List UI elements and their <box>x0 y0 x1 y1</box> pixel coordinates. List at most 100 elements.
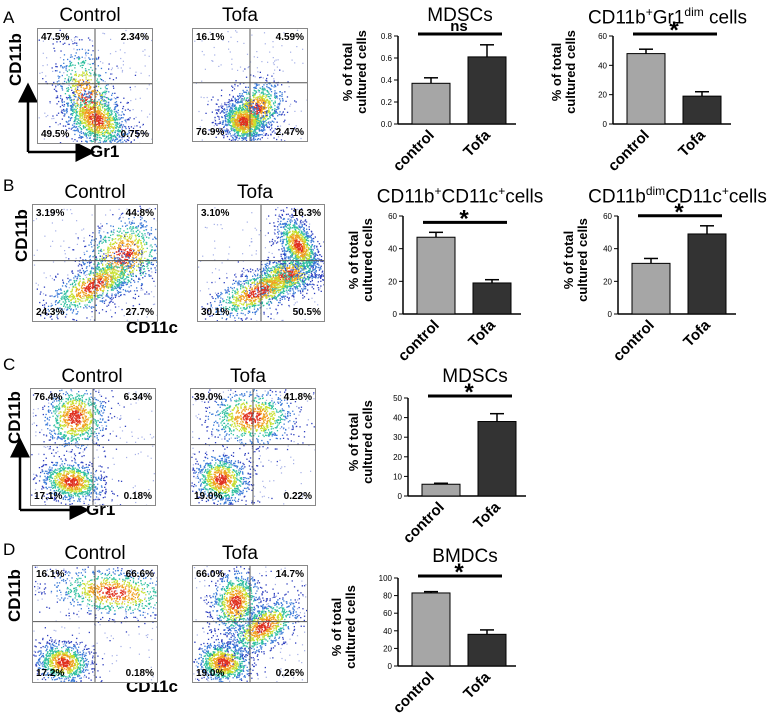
bar-control <box>631 262 671 315</box>
flow-plot-b-tofa: 3.10% 16.3% 30.1% 50.5% <box>197 204 325 322</box>
quadrant-pct-ul: 47.5% <box>41 32 70 43</box>
chart-title-d-bmdcs: BMDCs <box>432 546 498 567</box>
category-label: Tofa <box>680 316 714 350</box>
bar-tofa <box>682 95 722 125</box>
flow-title-a-control: Control <box>59 5 121 26</box>
significance-label: * <box>459 205 469 232</box>
significance-label: ns <box>450 18 468 35</box>
bar-chart-d-bmdcs: 0 20 40 60 80 100 control Tofa * <box>379 559 516 717</box>
y-tick-label: 0 <box>393 310 398 319</box>
flow-title-d-tofa: Tofa <box>222 543 258 564</box>
category-label: Tofa <box>465 316 499 350</box>
y-label-a-cd11b-gr1dim: % of total cultured cells <box>549 30 578 114</box>
flow-title-b-control: Control <box>64 182 126 203</box>
quadrant-pct-ul: 76.4% <box>34 392 63 403</box>
y-tick-label: 60 <box>383 609 392 618</box>
quadrant-pct-lr: 0.18% <box>125 668 154 679</box>
y-axis-label-b: CD11b <box>12 209 31 262</box>
category-label: control <box>390 127 438 175</box>
bar-chart-b-cd11b-cd11c: 0 20 40 60 control Tofa * <box>388 205 521 365</box>
y-tick-label: 40 <box>383 627 392 636</box>
y-axis-label-d: CD11b <box>5 569 24 622</box>
flow-title-c-tofa: Tofa <box>230 366 266 387</box>
y-tick-label: 20 <box>603 277 612 286</box>
y-tick-label: 20 <box>598 91 607 100</box>
y-tick-label: 0 <box>398 492 403 501</box>
flow-title-a-tofa: Tofa <box>222 5 258 26</box>
category-label: control <box>400 499 448 547</box>
quadrant-pct-ur: 4.59% <box>275 32 304 43</box>
quadrant-pct-lr: 27.7% <box>125 307 154 318</box>
y-tick-label: 40 <box>598 61 607 70</box>
bar-chart-c-mdscs: 0 10 20 30 40 50 control Tofa * <box>393 379 526 547</box>
quadrant-pct-ur: 41.8% <box>283 392 312 403</box>
panel-letter-d: D <box>3 540 16 559</box>
quadrant-pct-ur: 44.8% <box>125 208 154 219</box>
y-tick-label: 40 <box>393 414 402 423</box>
y-tick-label: 50 <box>393 394 402 403</box>
quadrant-pct-ll: 17.2% <box>36 668 65 679</box>
quadrant-pct-ll: 19.0% <box>194 491 223 502</box>
quadrant-pct-ul: 16.1% <box>36 569 65 580</box>
flow-plot-a-control: 47.5% 2.34% 49.5% 0.75% <box>37 28 153 144</box>
category-label: control <box>605 127 653 175</box>
flow-plot-d-tofa: 66.0% 14.7% 19.0% 0.26% <box>192 565 308 683</box>
flow-title-d-control: Control <box>64 543 126 564</box>
flow-plot-b-control: 3.19% 44.8% 24.3% 27.7% <box>32 204 158 322</box>
y-label-d-bmdcs: % of total cultured cells <box>329 585 358 669</box>
flow-title-c-control: Control <box>61 366 123 387</box>
quadrant-pct-ll: 30.1% <box>201 307 230 318</box>
category-label: control <box>395 317 443 365</box>
y-tick-label: 20 <box>393 453 402 462</box>
y-tick-label: 0.8 <box>381 32 393 41</box>
category-label: Tofa <box>460 668 494 702</box>
chart-title-c-mdscs: MDSCs <box>442 366 508 387</box>
bar-tofa <box>467 633 507 667</box>
quadrant-pct-lr: 0.18% <box>123 491 152 502</box>
bar-tofa <box>472 282 512 315</box>
bar-chart-a-cd11b-gr1dim: 0 20 40 60 control Tofa * <box>598 17 731 175</box>
significance-label: * <box>454 559 464 586</box>
bar-control <box>411 82 451 125</box>
y-axis-label-a: CD11b <box>6 33 25 86</box>
y-tick-label: 0.2 <box>381 98 393 107</box>
category-label: control <box>610 317 658 365</box>
bar-tofa <box>687 233 727 315</box>
bar-tofa <box>477 421 517 497</box>
quadrant-pct-ur: 6.34% <box>123 392 152 403</box>
quadrant-pct-ur: 2.34% <box>120 32 149 43</box>
significance-label: * <box>669 17 679 44</box>
chart-title-a-mdscs: MDSCs <box>427 5 493 26</box>
flow-plot-c-tofa: 39.0% 41.8% 19.0% 0.22% <box>190 388 316 506</box>
y-tick-label: 60 <box>603 212 612 221</box>
bar-control <box>421 483 461 497</box>
flow-title-b-tofa: Tofa <box>237 182 273 203</box>
y-tick-label: 0.0 <box>381 120 393 129</box>
y-tick-label: 0.4 <box>381 76 393 85</box>
y-tick-label: 60 <box>598 32 607 41</box>
category-label: control <box>390 669 438 717</box>
y-tick-label: 100 <box>379 574 393 583</box>
quadrant-pct-ll: 24.3% <box>36 307 65 318</box>
quadrant-pct-ul: 3.10% <box>201 208 230 219</box>
panel-letter-c: C <box>3 355 16 374</box>
quadrant-pct-ll: 17.1% <box>34 491 63 502</box>
x-axis-label-a: Gr1 <box>90 142 120 161</box>
quadrant-pct-lr: 50.5% <box>292 307 321 318</box>
y-tick-label: 20 <box>388 277 397 286</box>
panel-letter-a: A <box>3 8 15 27</box>
flow-plot-d-control: 16.1% 66.6% 17.2% 0.18% <box>32 565 158 683</box>
y-tick-label: 80 <box>383 592 392 601</box>
quadrant-pct-lr: 2.47% <box>275 127 304 138</box>
chart-title-b-cd11b-cd11c: CD11b+CD11c+cells <box>376 184 544 208</box>
flow-plot-c-control: 76.4% 6.34% 17.1% 0.18% <box>30 388 156 506</box>
y-tick-label: 10 <box>393 472 402 481</box>
y-tick-label: 0 <box>603 120 608 129</box>
quadrant-pct-lr: 0.75% <box>120 129 149 140</box>
quadrant-pct-ll: 76.9% <box>196 127 225 138</box>
y-tick-label: 30 <box>393 433 402 442</box>
category-label: Tofa <box>470 498 504 532</box>
quadrant-pct-ur: 16.3% <box>292 208 321 219</box>
y-axis-label-c: CD11b <box>5 391 24 444</box>
